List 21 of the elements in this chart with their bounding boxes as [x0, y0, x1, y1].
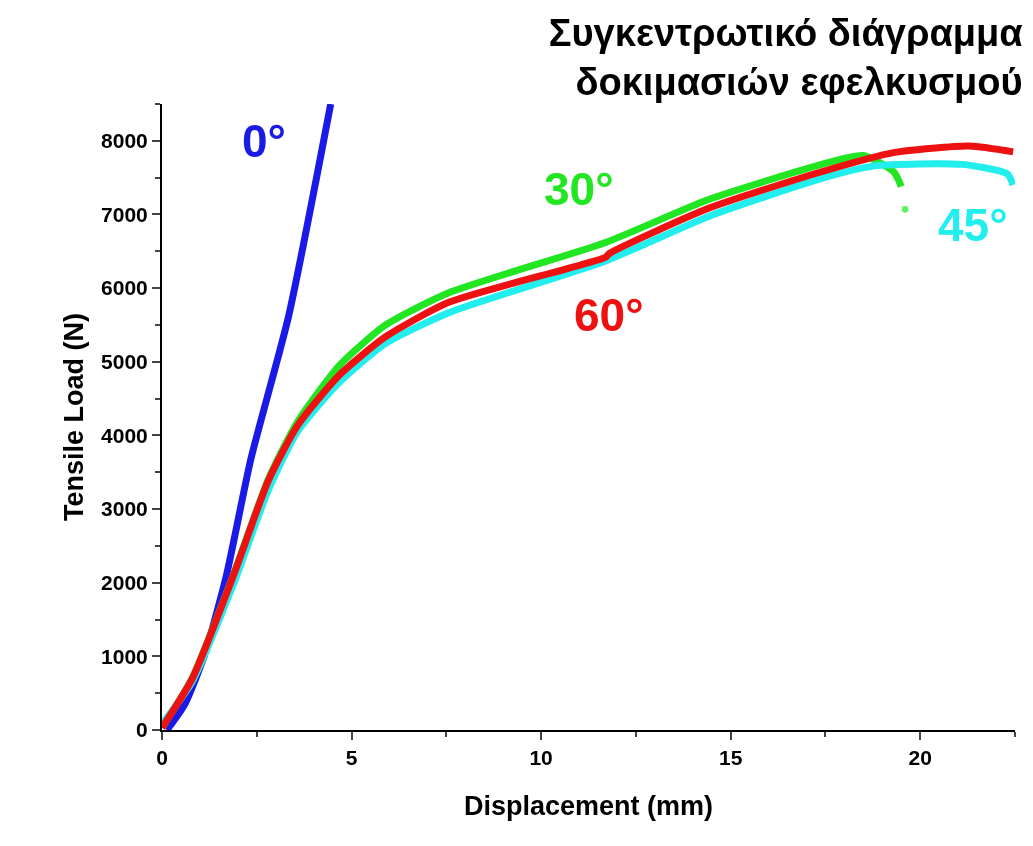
- series-label: 45°: [938, 199, 1008, 251]
- y-tick-label: 6000: [101, 276, 148, 300]
- series-label: 60°: [574, 289, 644, 341]
- x-tick-label: 5: [345, 746, 358, 770]
- y-tick-label: 4000: [101, 423, 148, 447]
- y-tick-label: 5000: [101, 350, 148, 374]
- y-tick-label: 1000: [101, 644, 148, 668]
- y-tick-label: 8000: [101, 129, 148, 153]
- chart-title: Συγκεντρωτικό διάγραμμα δοκιμασιών εφελκυσμού: [548, 11, 1023, 104]
- y-axis-title: Tensile Load (N): [58, 312, 89, 522]
- y-tick-label: 7000: [101, 202, 148, 226]
- x-tick-label: 10: [529, 746, 553, 770]
- y-tick-label: 3000: [101, 497, 148, 521]
- series-label: 30°: [544, 163, 614, 215]
- y-tick-label: 0: [136, 718, 148, 742]
- series-label: 0°: [242, 115, 286, 167]
- x-axis-title: Displacement (mm): [463, 791, 714, 822]
- x-tick-label: 0: [156, 746, 168, 770]
- x-tick-label: 20: [908, 746, 932, 770]
- x-tick-label: 15: [718, 746, 743, 770]
- y-tick-label: 2000: [101, 571, 148, 595]
